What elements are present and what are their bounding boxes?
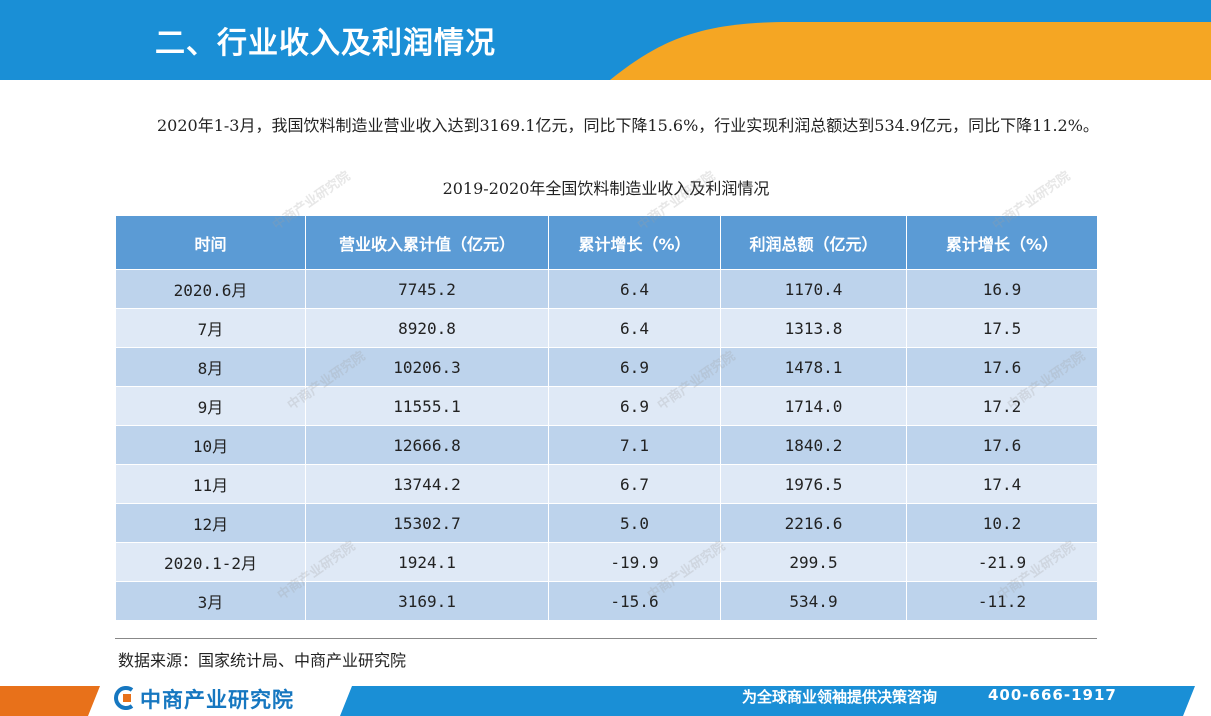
cell-revenue-growth: 6.4	[548, 269, 721, 309]
table-row: 12月 15302.7 5.0 2216.6 10.2	[115, 503, 1098, 543]
cell-time: 2020.1-2月	[115, 542, 306, 582]
cell-profit: 1840.2	[720, 425, 907, 465]
table-row: 11月 13744.2 6.7 1976.5 17.4	[115, 464, 1098, 504]
cell-time: 8月	[115, 347, 306, 387]
footer-slogan: 为全球商业领袖提供决策咨询	[742, 688, 938, 706]
cell-time: 11月	[115, 464, 306, 504]
cell-revenue-growth: 6.9	[548, 386, 721, 426]
cell-profit-growth: 16.9	[906, 269, 1098, 309]
cell-profit-growth: 17.2	[906, 386, 1098, 426]
cell-revenue-growth: -15.6	[548, 581, 721, 621]
cell-time: 7月	[115, 308, 306, 348]
cell-profit: 1478.1	[720, 347, 907, 387]
col-header-time: 时间	[115, 215, 306, 270]
company-logo-text: 中商产业研究院	[140, 688, 294, 712]
cell-revenue-growth: 6.7	[548, 464, 721, 504]
cell-profit: 299.5	[720, 542, 907, 582]
cell-profit-growth: 10.2	[906, 503, 1098, 543]
cell-time: 2020.6月	[115, 269, 306, 309]
table-row: 3月 3169.1 -15.6 534.9 -11.2	[115, 581, 1098, 621]
col-header-revenue-growth: 累计增长（%）	[548, 215, 721, 270]
col-header-revenue: 营业收入累计值（亿元）	[305, 215, 549, 270]
cell-profit-growth: 17.4	[906, 464, 1098, 504]
cell-revenue: 15302.7	[305, 503, 549, 543]
cell-revenue: 11555.1	[305, 386, 549, 426]
cell-revenue: 13744.2	[305, 464, 549, 504]
cell-time: 3月	[115, 581, 306, 621]
cell-time: 10月	[115, 425, 306, 465]
table-title: 2019-2020年全国饮料制造业收入及利润情况	[442, 179, 770, 198]
cell-revenue-growth: 6.4	[548, 308, 721, 348]
cell-profit: 1976.5	[720, 464, 907, 504]
cell-revenue: 3169.1	[305, 581, 549, 621]
table-row: 2020.6月 7745.2 6.4 1170.4 16.9	[115, 269, 1098, 309]
data-source-note: 数据来源：国家统计局、中商产业研究院	[118, 651, 407, 670]
table-row: 9月 11555.1 6.9 1714.0 17.2	[115, 386, 1098, 426]
table-row: 8月 10206.3 6.9 1478.1 17.6	[115, 347, 1098, 387]
cell-profit-growth: -11.2	[906, 581, 1098, 621]
col-header-profit-growth: 累计增长（%）	[906, 215, 1098, 270]
cell-profit: 1714.0	[720, 386, 907, 426]
logo-icon	[114, 686, 134, 710]
header-banner: 二、行业收入及利润情况	[0, 0, 1211, 80]
cell-profit: 1313.8	[720, 308, 907, 348]
cell-revenue-growth: 5.0	[548, 503, 721, 543]
cell-profit: 534.9	[720, 581, 907, 621]
footer-background	[0, 686, 1195, 716]
table-row: 7月 8920.8 6.4 1313.8 17.5	[115, 308, 1098, 348]
cell-profit-growth: 17.5	[906, 308, 1098, 348]
table-row: 2020.1-2月 1924.1 -19.9 299.5 -21.9	[115, 542, 1098, 582]
table-bottom-rule	[115, 638, 1097, 639]
cell-profit-growth: 17.6	[906, 425, 1098, 465]
cell-revenue-growth: 7.1	[548, 425, 721, 465]
cell-profit-growth: 17.6	[906, 347, 1098, 387]
data-table: 时间 营业收入累计值（亿元） 累计增长（%） 利润总额（亿元） 累计增长（%） …	[115, 215, 1098, 621]
cell-profit: 2216.6	[720, 503, 907, 543]
col-header-profit: 利润总额（亿元）	[720, 215, 907, 270]
cell-revenue-growth: -19.9	[548, 542, 721, 582]
cell-revenue-growth: 6.9	[548, 347, 721, 387]
cell-revenue: 8920.8	[305, 308, 549, 348]
cell-profit-growth: -21.9	[906, 542, 1098, 582]
intro-paragraph: 2020年1-3月，我国饮料制造业营业收入达到3169.1亿元，同比下降15.6…	[157, 116, 1099, 135]
cell-profit: 1170.4	[720, 269, 907, 309]
footer-bar	[0, 682, 1211, 716]
table-header-row: 时间 营业收入累计值（亿元） 累计增长（%） 利润总额（亿元） 累计增长（%）	[115, 215, 1098, 270]
cell-revenue: 10206.3	[305, 347, 549, 387]
cell-revenue: 1924.1	[305, 542, 549, 582]
cell-time: 12月	[115, 503, 306, 543]
cell-revenue: 7745.2	[305, 269, 549, 309]
footer-phone: 400-666-1917	[988, 686, 1117, 704]
cell-revenue: 12666.8	[305, 425, 549, 465]
cell-time: 9月	[115, 386, 306, 426]
page-title: 二、行业收入及利润情况	[155, 26, 496, 61]
table-row: 10月 12666.8 7.1 1840.2 17.6	[115, 425, 1098, 465]
header-background	[0, 0, 1211, 80]
